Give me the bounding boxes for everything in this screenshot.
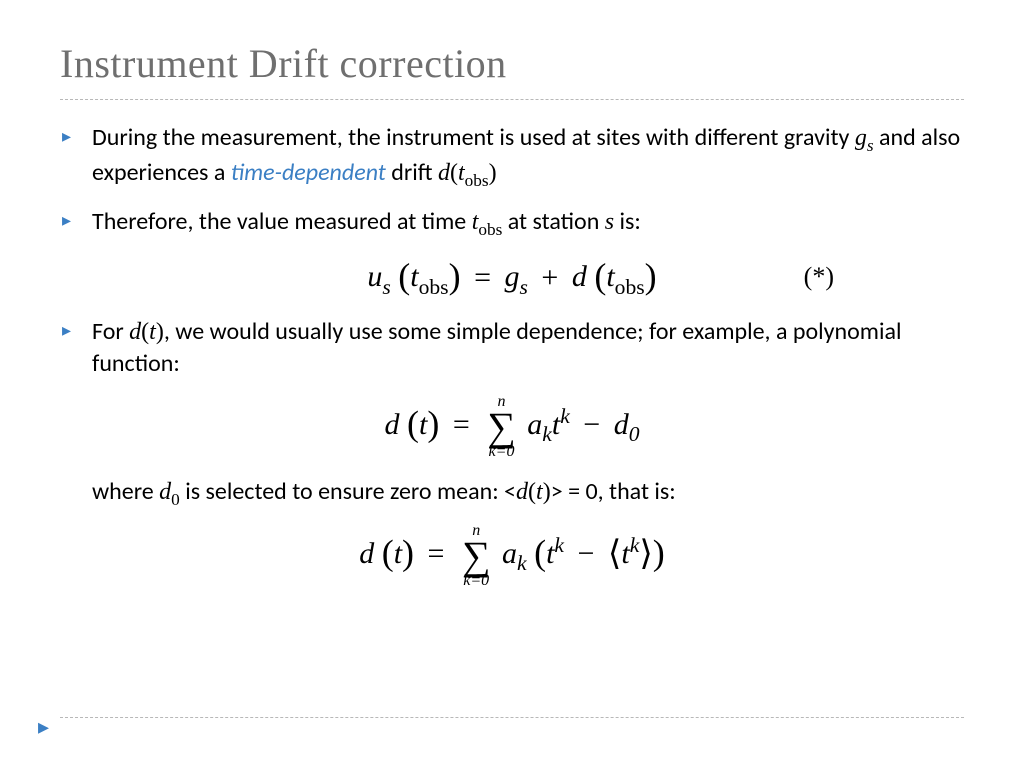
paren: ( <box>398 256 410 296</box>
paren: ) <box>427 404 439 444</box>
bullet-item-2: Therefore, the value measured at time to… <box>60 206 964 241</box>
var-t: t <box>394 537 402 570</box>
text: Therefore, the value measured at time <box>92 207 472 236</box>
paren: ( <box>382 533 394 573</box>
sum-lower: k=0 <box>463 573 489 589</box>
angle-bracket: ⟨ <box>608 535 621 573</box>
var-d: d <box>438 160 450 186</box>
text: During the measurement, the instrument i… <box>92 123 855 152</box>
paren: ( <box>528 479 536 505</box>
paren: ) <box>645 256 657 296</box>
sub-k: k <box>542 422 552 446</box>
paren: ( <box>141 319 149 345</box>
var-d: d <box>129 319 141 345</box>
sub-s: s <box>520 275 528 299</box>
var-t: t <box>410 261 418 294</box>
paren: ) <box>402 533 414 573</box>
angle-bracket: ⟩ <box>639 535 652 573</box>
nav-arrow-icon: ▸ <box>38 713 49 740</box>
sum-symbol: n ∑ k=0 <box>487 394 516 460</box>
text: where <box>92 477 159 506</box>
var-a: a <box>527 408 542 441</box>
bullet-item-3: For d(t), we would usually use some simp… <box>60 316 964 381</box>
sub-obs: obs <box>465 171 489 190</box>
equation-marker: (*) <box>804 262 834 292</box>
var-d: d <box>359 537 374 570</box>
paren: ( <box>594 256 606 296</box>
bullet-list-2: For d(t), we would usually use some simp… <box>60 316 964 381</box>
var-g: g <box>505 261 520 294</box>
text: For <box>92 317 129 346</box>
sub-k: k <box>517 551 527 575</box>
highlight-text: time-dependent <box>231 158 386 187</box>
sub-0: 0 <box>171 490 180 509</box>
note-line: where d0 is selected to ensure zero mean… <box>92 476 964 511</box>
paren: ) <box>653 533 665 573</box>
sup-k: k <box>630 533 640 557</box>
op-minus: − <box>572 537 601 570</box>
paren: ) <box>156 319 164 345</box>
slide-title: Instrument Drift correction <box>60 40 964 87</box>
text: drift <box>386 158 438 187</box>
sub-obs: obs <box>615 275 645 299</box>
sum-symbol: n ∑ k=0 <box>462 523 491 589</box>
equation-2: d (t) = n ∑ k=0 aktk − d0 <box>60 394 964 460</box>
var-g: g <box>855 125 867 151</box>
op-minus: − <box>577 408 606 441</box>
op-eq: = <box>422 537 451 570</box>
var-d: d <box>516 479 528 505</box>
var-t: t <box>606 261 614 294</box>
sub-s: s <box>382 275 390 299</box>
text: > = 0, that is: <box>551 477 676 506</box>
slide: Instrument Drift correction During the m… <box>0 0 1024 768</box>
sup-k: k <box>560 404 570 428</box>
paren: ( <box>407 404 419 444</box>
equation-1: us (tobs) = gs + d (tobs) (*) <box>60 255 964 299</box>
title-divider <box>60 99 964 100</box>
equation-3: d (t) = n ∑ k=0 ak (tk − ⟨tk⟩) <box>60 523 964 589</box>
text: at station <box>502 207 604 236</box>
paren: ( <box>450 160 458 186</box>
op-eq: = <box>447 408 476 441</box>
sigma-icon: ∑ <box>462 539 491 573</box>
var-d: d <box>384 408 399 441</box>
paren: ) <box>489 160 497 186</box>
var-s: s <box>605 209 614 235</box>
bullet-item-1: During the measurement, the instrument i… <box>60 122 964 192</box>
footer-divider <box>60 717 964 718</box>
sub-obs: obs <box>419 275 449 299</box>
sup-k: k <box>554 533 564 557</box>
var-t: t <box>149 319 156 345</box>
paren: ) <box>543 479 551 505</box>
sub-s: s <box>867 136 874 155</box>
sigma-icon: ∑ <box>487 410 516 444</box>
bullet-list: During the measurement, the instrument i… <box>60 122 964 241</box>
var-t: t <box>536 479 543 505</box>
text: is selected to ensure zero mean: < <box>180 477 516 506</box>
sub-0: 0 <box>629 422 640 446</box>
var-t: t <box>621 537 629 570</box>
text: , we would usually use some simple depen… <box>92 317 901 378</box>
sub-obs: obs <box>478 220 502 239</box>
var-t: t <box>458 160 465 186</box>
paren: ) <box>449 256 461 296</box>
var-d: d <box>572 261 587 294</box>
op-eq: = <box>468 261 497 294</box>
paren: ( <box>534 533 546 573</box>
text: is: <box>614 207 641 236</box>
op-plus: + <box>535 261 564 294</box>
var-d: d <box>614 408 629 441</box>
var-a: a <box>502 537 517 570</box>
var-d: d <box>159 479 171 505</box>
sum-lower: k=0 <box>489 444 515 460</box>
var-t: t <box>552 408 560 441</box>
var-u: u <box>367 261 382 294</box>
